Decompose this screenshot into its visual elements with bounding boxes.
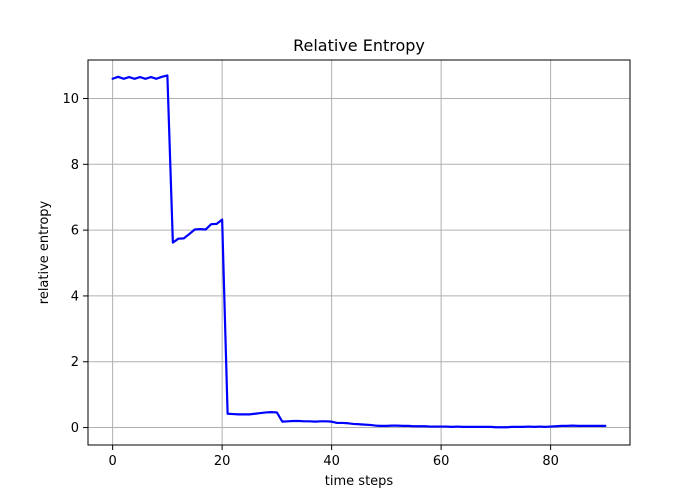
grid-layer: [88, 60, 630, 445]
y-tick-label: 6: [71, 224, 79, 239]
x-axis-label: time steps: [325, 474, 394, 489]
series-layer: [111, 74, 607, 429]
y-tick-label: 8: [71, 158, 79, 173]
x-tick-label: 40: [323, 454, 340, 469]
x-tick-label: 0: [108, 454, 116, 469]
ticks-layer: 0 20 40 60 80 0 2 4 6 8 10: [62, 92, 558, 469]
x-tick-label: 20: [214, 454, 231, 469]
y-axis-label: relative entropy: [37, 200, 52, 304]
y-tick-label: 4: [71, 289, 79, 304]
series-line-0: [111, 74, 607, 429]
chart-title: Relative Entropy: [293, 36, 425, 55]
x-tick-label: 80: [542, 454, 559, 469]
plot-frame: [87, 59, 631, 446]
x-tick-label: 60: [433, 454, 450, 469]
y-tick-label: 0: [71, 421, 79, 436]
y-tick-label: 10: [62, 92, 79, 107]
y-tick-label: 2: [71, 355, 79, 370]
